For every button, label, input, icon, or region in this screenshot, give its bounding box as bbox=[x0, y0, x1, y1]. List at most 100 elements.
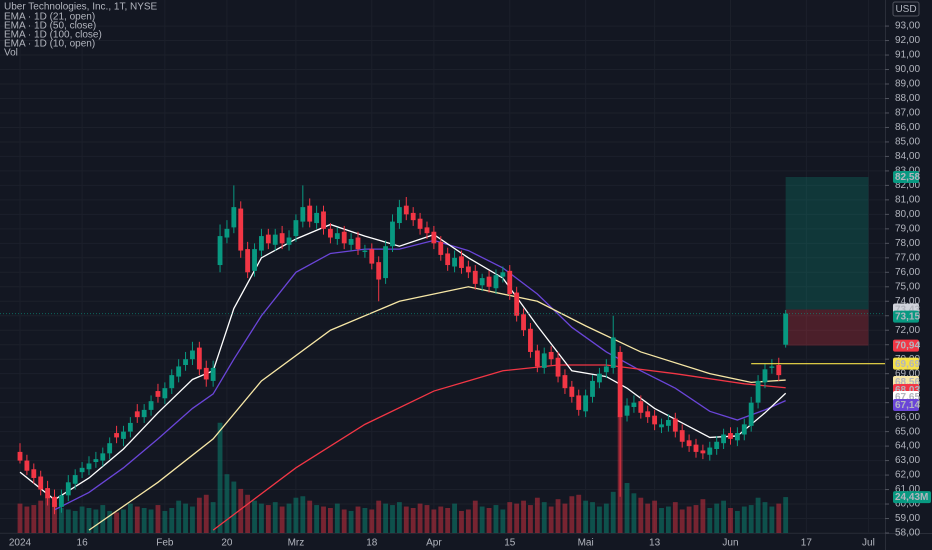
volume-bar bbox=[728, 508, 733, 533]
volume-bar bbox=[679, 509, 685, 533]
y-tick-label: 58,00 bbox=[895, 528, 920, 539]
volume-bar bbox=[327, 508, 333, 533]
candle-body bbox=[417, 218, 423, 229]
y-tick-label: 75,00 bbox=[895, 281, 920, 292]
y-tick-label: 82,00 bbox=[895, 180, 920, 191]
candle-body bbox=[245, 249, 251, 273]
x-tick-label: 2024 bbox=[9, 538, 32, 549]
candle-body bbox=[314, 212, 320, 224]
candle-body bbox=[121, 431, 126, 439]
volume-bar bbox=[396, 502, 402, 533]
candle-body bbox=[321, 211, 326, 229]
volume-bar bbox=[114, 512, 119, 533]
candle-body bbox=[728, 433, 733, 439]
ema-line bbox=[212, 364, 786, 531]
volume-bar bbox=[555, 499, 561, 533]
y-tick-label: 78,00 bbox=[895, 238, 920, 249]
volume-bar bbox=[438, 506, 444, 533]
volume-bar bbox=[562, 503, 568, 533]
candle-body bbox=[31, 469, 37, 478]
volume-bar bbox=[762, 502, 768, 533]
volume-bar bbox=[86, 508, 92, 533]
x-tick-label: 20 bbox=[221, 538, 233, 549]
volume-bar bbox=[631, 493, 637, 533]
candle-body bbox=[38, 476, 44, 490]
candle-body bbox=[479, 278, 485, 286]
volume-bar bbox=[224, 474, 230, 533]
candle-body bbox=[390, 221, 395, 247]
volume-bar bbox=[638, 497, 644, 533]
price-flag bbox=[893, 357, 919, 370]
x-tick-label: Jun bbox=[722, 538, 738, 549]
volume-bar bbox=[707, 508, 713, 533]
candle-body bbox=[610, 337, 616, 368]
legend-entry: EMA · 1D (100, close) bbox=[4, 30, 102, 41]
candle-body bbox=[355, 237, 361, 250]
volume-bar bbox=[528, 505, 533, 533]
candle-body bbox=[438, 241, 444, 255]
candle-body bbox=[348, 238, 354, 245]
volume-bar bbox=[755, 497, 761, 533]
candle-body bbox=[231, 207, 237, 228]
currency-box[interactable] bbox=[892, 1, 920, 17]
price-flag-label: 68,56 bbox=[895, 377, 920, 388]
volume-bar bbox=[141, 508, 147, 533]
price-flag bbox=[893, 339, 919, 352]
candle-body bbox=[148, 401, 154, 410]
candle-body bbox=[252, 249, 257, 271]
y-tick-label: 76,00 bbox=[895, 267, 920, 278]
candle-body bbox=[707, 447, 713, 455]
candle-body bbox=[100, 453, 106, 461]
candle-body bbox=[465, 266, 471, 273]
volume-bar bbox=[769, 506, 775, 533]
y-tick-label: 62,00 bbox=[895, 470, 920, 481]
volume-bar bbox=[534, 497, 540, 533]
x-tick-label: Jul bbox=[862, 538, 875, 549]
volume-bar bbox=[383, 503, 389, 533]
candle-body bbox=[679, 430, 685, 442]
currency: USD bbox=[895, 4, 916, 15]
volume-bar bbox=[286, 503, 292, 533]
volume-bar bbox=[514, 503, 520, 533]
volume-bar bbox=[134, 506, 140, 533]
volume-bar bbox=[645, 503, 651, 533]
chart-title: Uber Technologies, Inc., 1T, NYSE bbox=[4, 2, 158, 13]
y-tick-label: 85,00 bbox=[895, 137, 920, 148]
x-tick-label: 18 bbox=[366, 538, 378, 549]
candle-body bbox=[341, 231, 347, 244]
candle-body bbox=[700, 450, 706, 454]
candle-body bbox=[748, 402, 754, 426]
candle-body bbox=[107, 443, 113, 454]
price-flag bbox=[893, 310, 919, 323]
volume-bar bbox=[210, 502, 216, 533]
candle-body bbox=[603, 366, 609, 373]
candle-body bbox=[617, 351, 623, 418]
x-tick-label: Feb bbox=[156, 538, 174, 549]
volume-bar bbox=[479, 506, 485, 533]
y-tick-label: 80,00 bbox=[895, 209, 920, 220]
volume-bar bbox=[459, 510, 464, 533]
volume-bar bbox=[31, 505, 37, 533]
y-tick-label: 93,00 bbox=[895, 21, 920, 32]
volume-bar bbox=[590, 502, 595, 533]
volume-bar bbox=[196, 497, 202, 533]
volume-bar bbox=[217, 422, 223, 533]
volume-flag bbox=[893, 491, 931, 504]
volume-bar bbox=[293, 497, 299, 533]
x-tick-label: 13 bbox=[649, 538, 661, 549]
candle-body bbox=[631, 402, 637, 407]
candle-body bbox=[762, 369, 768, 383]
candle-body bbox=[196, 347, 202, 370]
candle-body bbox=[569, 386, 575, 397]
candle-body bbox=[500, 272, 506, 277]
x-tick-label: Mrz bbox=[288, 538, 305, 549]
volume-bar bbox=[203, 494, 209, 533]
candle-body bbox=[396, 207, 402, 224]
candle-body bbox=[369, 249, 375, 264]
volume-bar bbox=[500, 509, 506, 533]
candle-body bbox=[472, 270, 478, 284]
volume-bar bbox=[58, 508, 64, 533]
price-flag-label: 70,94 bbox=[895, 341, 920, 352]
volume-bar bbox=[652, 500, 658, 533]
